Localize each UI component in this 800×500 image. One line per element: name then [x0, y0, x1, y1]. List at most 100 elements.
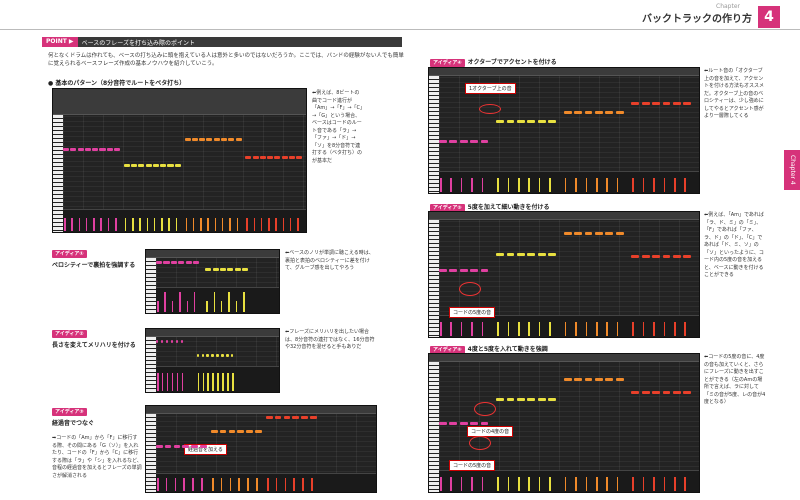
piano-roll-note [439, 269, 447, 273]
velocity-bar [165, 478, 168, 491]
piano-roll-note [160, 164, 167, 168]
velocity-bar [684, 321, 686, 336]
idea3-title: 経過音でつなぐ [52, 420, 95, 427]
velocity-bar [235, 301, 238, 312]
velocity-bar [471, 321, 473, 336]
velocity-bar [653, 476, 655, 491]
piano-roll-note [231, 353, 234, 357]
piano-roll-note [584, 231, 593, 235]
piano-roll-note [212, 267, 219, 271]
velocity-bar [497, 321, 499, 336]
idea6-label-a: コードの4度の音 [467, 426, 514, 437]
piano-roll-note [170, 260, 177, 264]
idea3-tag: アイディア③ [52, 408, 87, 416]
velocity-bar [674, 321, 676, 336]
piano-roll-note [219, 267, 227, 271]
velocity-bar [663, 476, 666, 491]
header-rule [0, 29, 800, 30]
piano-roll-note [106, 147, 113, 151]
velocity-bar [268, 218, 270, 231]
velocity-bar [146, 218, 149, 231]
velocity-bar [632, 476, 634, 491]
piano-roll-note [206, 138, 213, 142]
piano-roll-note [631, 255, 640, 259]
piano-roll-note [173, 445, 181, 449]
idea5-title: 5度を加えて細い動きを付ける [467, 204, 550, 211]
piano-roll-note [246, 429, 253, 433]
piano-roll-note [301, 415, 308, 419]
piano-roll-note [259, 155, 266, 159]
idea3-caption: ➡コードの「Am」から「F」に移行する際、その間にある「G（ソ）」を入れたり、コ… [52, 435, 142, 479]
velocity-bar [139, 218, 141, 231]
piano-roll-note [506, 252, 515, 256]
velocity-bar [642, 321, 645, 336]
piano-roll-note [517, 398, 525, 402]
piano-roll-note [152, 164, 159, 168]
piano-roll-note [506, 120, 515, 124]
piano-roll-note [288, 155, 296, 159]
velocity-bar [575, 321, 577, 336]
velocity-bar [207, 373, 209, 391]
piano-roll-note [191, 445, 198, 449]
piano-roll-note [252, 155, 259, 159]
piano-roll-note [470, 421, 478, 425]
velocity-bar [181, 373, 184, 391]
velocity-bar [653, 177, 655, 192]
piano-roll-note [615, 111, 624, 115]
velocity-bar [222, 373, 224, 391]
velocity-bar [228, 292, 230, 312]
idea6-tag: アイディア⑥ [430, 346, 465, 354]
piano-roll-note [92, 147, 99, 151]
velocity-bar [528, 476, 530, 491]
velocity-bar [596, 476, 598, 491]
piano-roll-note [662, 101, 671, 105]
piano-roll-note [292, 415, 299, 419]
velocity-bar [450, 177, 452, 192]
velocity-bar [606, 476, 608, 491]
velocity-bar [267, 478, 269, 491]
idea1-title: ベロシティーで裏拍を強調する [52, 262, 136, 269]
velocity-bar [575, 476, 577, 491]
velocity-bar [212, 373, 214, 391]
velocity-bar [293, 478, 295, 491]
piano-roll-note [274, 415, 282, 419]
velocity-bar [684, 476, 686, 491]
idea5-heading: アイディア⑤ 5度を加えて細い動きを付ける [430, 202, 550, 212]
piano-roll-note [63, 147, 70, 151]
piano-roll-note [211, 353, 214, 357]
piano-roll-note [245, 155, 252, 159]
piano-roll-note [156, 445, 163, 449]
velocity-bar [256, 478, 258, 491]
piano-roll-note [595, 377, 603, 381]
idea2-title: 長さを変えてメリハリを付ける [52, 342, 136, 349]
velocity-bar [585, 476, 588, 491]
piano-roll-note [652, 101, 660, 105]
piano-roll-note [199, 138, 206, 142]
piano-roll-note [237, 429, 244, 433]
velocity-bar [450, 321, 452, 336]
point-bar: POINT ▶ ベースのフレーズを打ち込み際のポイント [42, 37, 402, 47]
piano-roll-note [641, 255, 650, 259]
velocity-bar [302, 478, 304, 491]
piano-roll-note [652, 255, 660, 259]
piano-roll-note [527, 398, 536, 402]
velocity-bar [674, 476, 676, 491]
velocity-bar [197, 373, 200, 391]
velocity-bar [497, 177, 499, 192]
piano-roll-note [563, 111, 572, 115]
piano-roll-note [234, 267, 241, 271]
piano-roll-note [228, 429, 236, 433]
velocity-bar [663, 177, 666, 192]
velocity-bar [220, 301, 223, 312]
velocity-bar [497, 476, 499, 491]
velocity-bar [124, 218, 127, 231]
velocity-bar [78, 218, 81, 231]
velocity-bar [632, 177, 634, 192]
piano-roll-note [123, 164, 130, 168]
daw-idea3: 経過音を加える [145, 405, 377, 493]
piano-roll-note [220, 138, 227, 142]
piano-roll-note [439, 140, 447, 144]
velocity-bar [260, 218, 263, 231]
idea5-circle [459, 282, 481, 296]
chapter-number: 4 [758, 6, 780, 28]
